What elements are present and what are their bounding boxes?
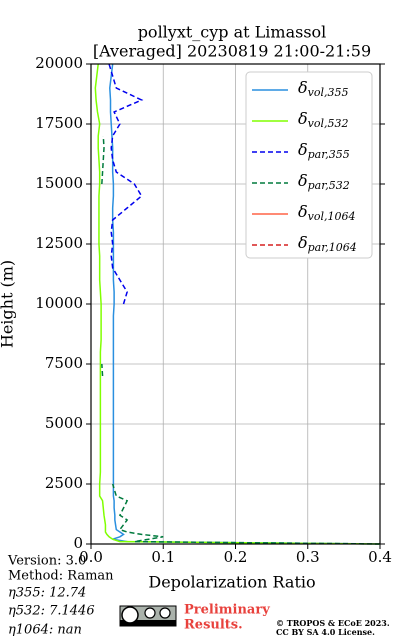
y-tick-label: 7500 xyxy=(45,354,83,372)
y-tick-label: 10000 xyxy=(35,294,83,312)
annotation: η355: 12.74 xyxy=(8,586,86,601)
notice: Preliminary xyxy=(184,603,270,618)
legend-label: δpar,355 xyxy=(298,140,350,162)
y-tick-label: 15000 xyxy=(35,174,83,192)
chart-title: pollyxt_cyp at Limassol xyxy=(138,23,327,42)
legend-box xyxy=(245,71,373,259)
x-axis-label: Depolarization Ratio xyxy=(148,573,315,592)
y-tick-label: 20000 xyxy=(35,54,83,72)
notice: Results. xyxy=(184,618,243,633)
legend-label: δpar,532 xyxy=(298,171,350,193)
legend-label: δvol,532 xyxy=(298,109,349,131)
annotation: η532: 7.1446 xyxy=(8,604,95,619)
x-tick-label: 0.1 xyxy=(151,548,175,566)
annotation: η1064: nan xyxy=(8,623,82,638)
legend: δvol,355 δvol,532 δpar,355 δpar,532 δvol,106… xyxy=(245,71,373,259)
y-tick-label: 0 xyxy=(73,534,83,552)
annotation: Method: Raman xyxy=(8,569,114,584)
x-tick-label: 0.3 xyxy=(296,548,320,566)
y-tick-label: 5000 xyxy=(45,414,83,432)
copyright: © TROPOS & ECoE 2023. xyxy=(276,618,390,628)
profile-line xyxy=(108,63,144,305)
y-tick-label: 17500 xyxy=(35,114,83,132)
x-tick-label: 0.0 xyxy=(79,548,103,566)
legend-label: δvol,1064 xyxy=(298,202,356,224)
y-axis-label: Height (m) xyxy=(0,260,17,348)
profile-line xyxy=(109,63,381,545)
profile-line xyxy=(94,63,381,545)
y-tick-label: 12500 xyxy=(35,234,83,252)
profile-line xyxy=(101,135,381,545)
legend-label: δvol,355 xyxy=(298,78,349,100)
chart-subtitle: [Averaged] 20230819 21:00-21:59 xyxy=(93,42,371,61)
legend-label: δpar,1064 xyxy=(298,233,357,255)
license-logo xyxy=(119,605,177,627)
annotation: Version: 3.0 xyxy=(7,554,86,569)
plot-frame xyxy=(90,63,381,545)
x-tick-label: 0.2 xyxy=(224,548,248,566)
x-tick-label: 0.4 xyxy=(368,548,392,566)
y-tick-label: 2500 xyxy=(45,474,83,492)
copyright: CC BY SA 4.0 License. xyxy=(276,627,375,637)
